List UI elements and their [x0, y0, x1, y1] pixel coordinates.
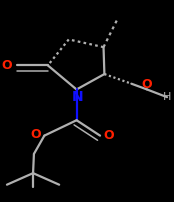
Text: H: H: [163, 92, 171, 102]
Text: O: O: [2, 59, 12, 72]
Text: O: O: [30, 128, 41, 141]
Text: O: O: [104, 129, 114, 142]
Text: O: O: [142, 78, 152, 91]
Text: N: N: [72, 90, 83, 104]
